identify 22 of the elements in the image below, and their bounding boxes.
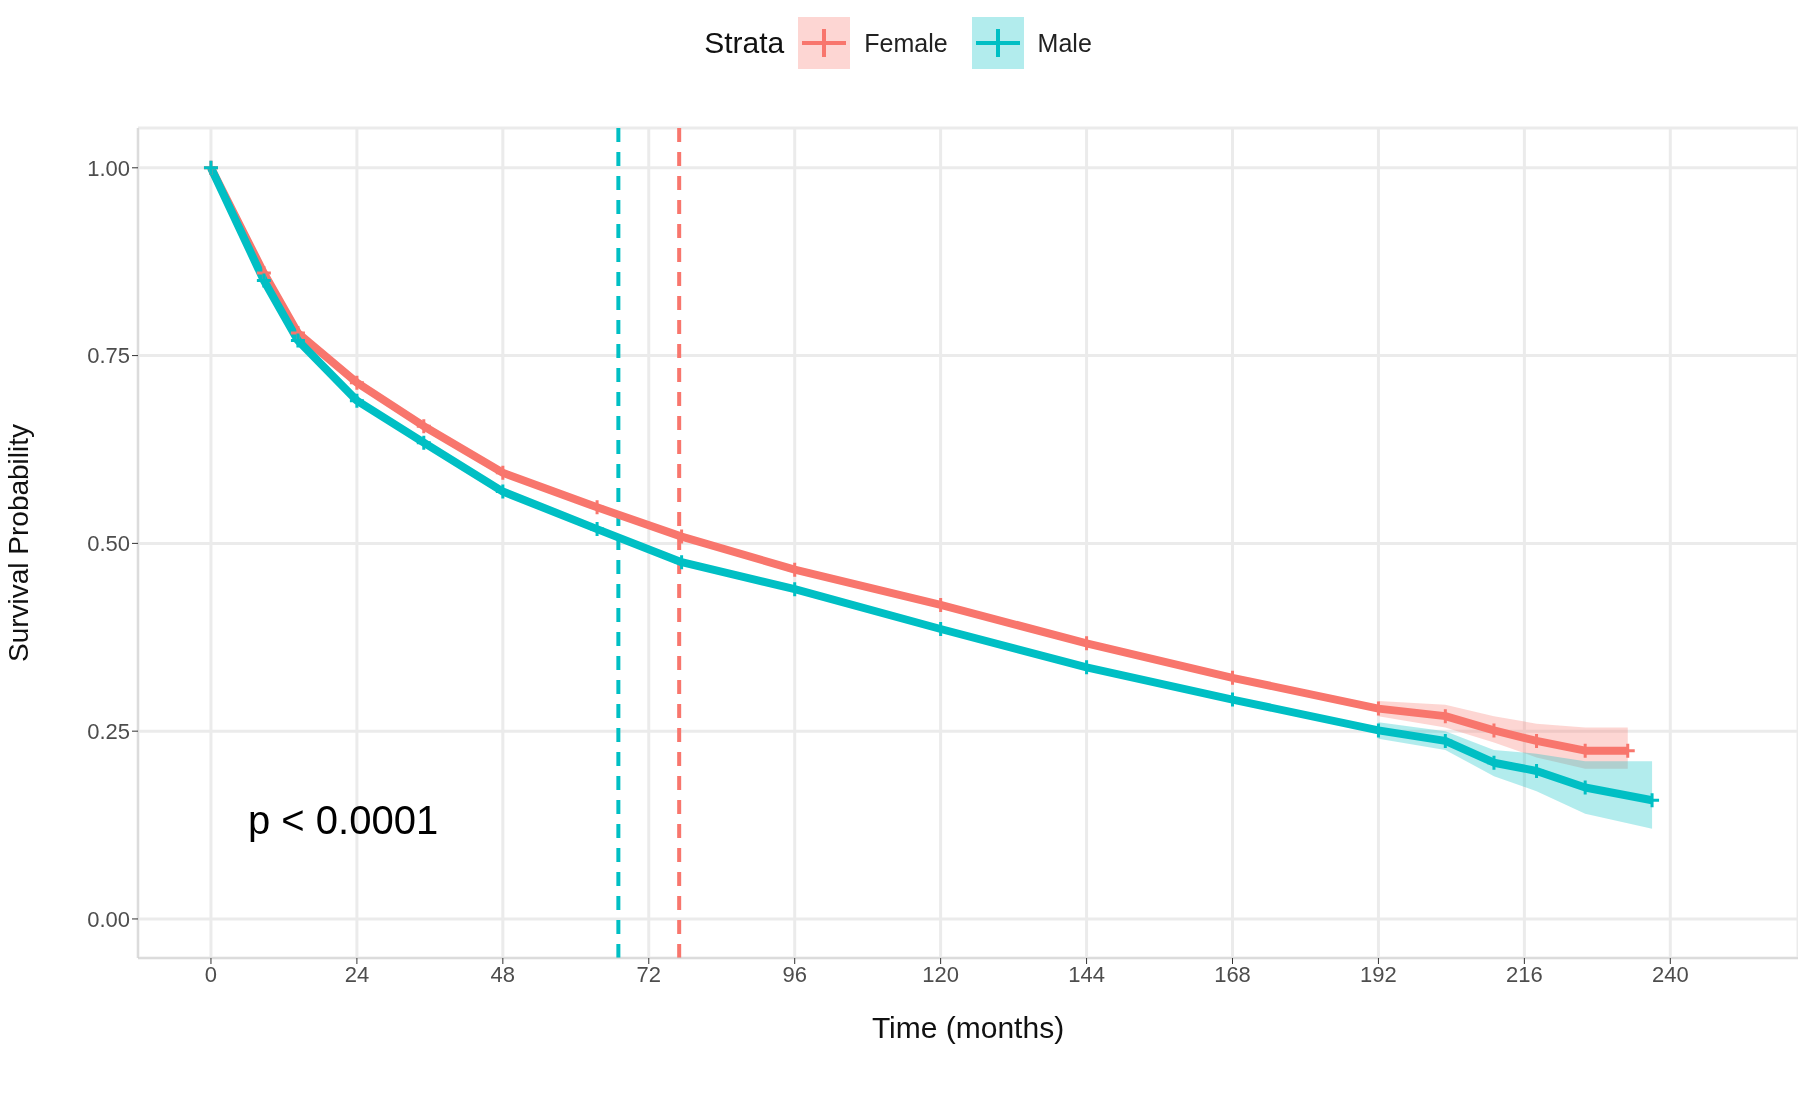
y-tick-label: 0.25 bbox=[87, 718, 130, 744]
x-tick-label: 216 bbox=[1506, 961, 1543, 987]
x-axis-title: Time (months) bbox=[871, 1011, 1065, 1044]
y-tick-label: 0.00 bbox=[87, 906, 130, 932]
x-tick-label: 192 bbox=[1360, 961, 1397, 987]
legend-title: Strata bbox=[704, 26, 785, 60]
y-tick-label: 0.75 bbox=[87, 343, 130, 369]
x-tick-label: 24 bbox=[344, 961, 370, 987]
x-tick-label: 120 bbox=[922, 961, 959, 987]
legend-label: Female bbox=[864, 28, 948, 58]
x-tick-label: 48 bbox=[490, 961, 516, 987]
legend-label: Male bbox=[1037, 28, 1092, 58]
annotation: p < 0.0001 bbox=[248, 798, 439, 843]
x-tick-label: 0 bbox=[204, 961, 218, 987]
y-tick-label: 1.00 bbox=[87, 155, 130, 181]
x-tick-label: 144 bbox=[1068, 961, 1105, 987]
x-tick-label: 240 bbox=[1651, 961, 1689, 987]
x-tick-label: 72 bbox=[636, 961, 662, 987]
x-tick-label: 168 bbox=[1214, 961, 1251, 987]
x-tick-label: 96 bbox=[782, 961, 807, 987]
y-axis-title: Survival Probability bbox=[2, 423, 34, 663]
y-tick-label: 0.50 bbox=[87, 531, 130, 557]
